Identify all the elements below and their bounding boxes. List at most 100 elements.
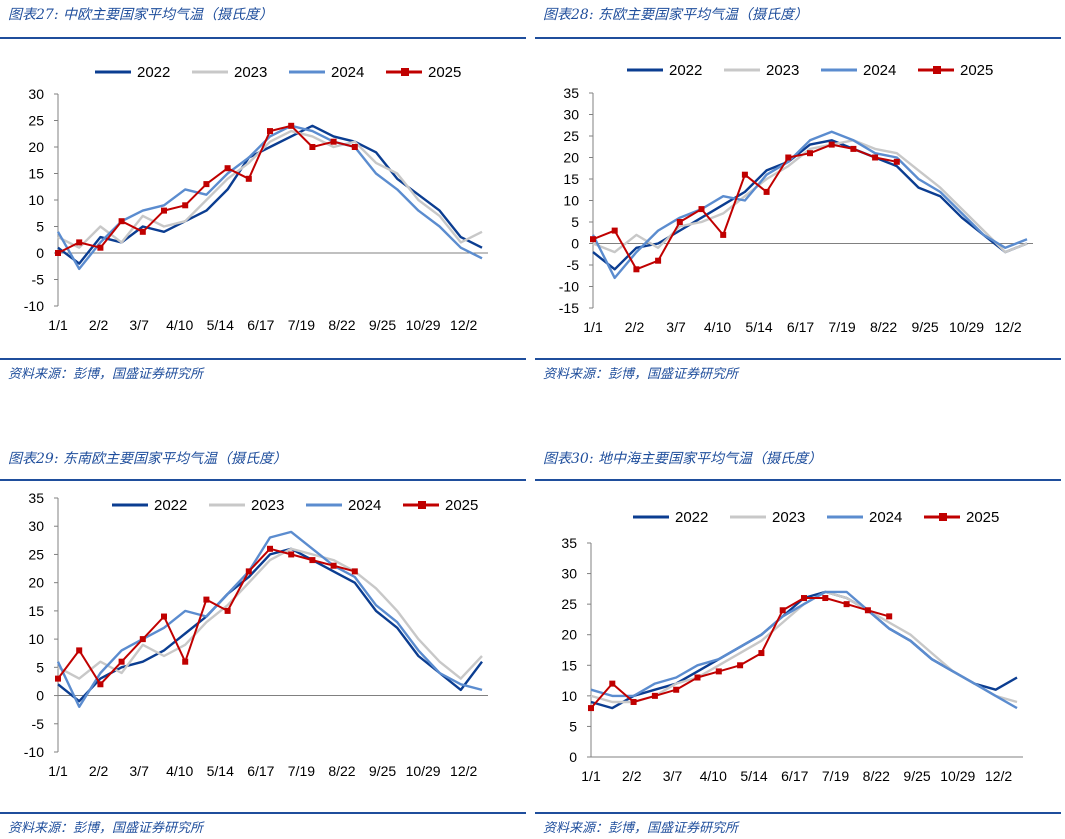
x-tick-label: 10/29 [406,763,441,779]
point-2025 [97,244,104,251]
y-tick-label: 20 [561,627,577,643]
panel-title: 图表30: 地中海主要国家平均气温（摄氏度） [543,451,822,467]
legend-marker-2025 [401,68,409,76]
point-2025 [203,596,210,603]
legend-label: 2022 [154,497,187,514]
x-tick-label: 4/10 [166,763,193,779]
point-2025 [850,145,857,152]
x-tick-label: 1/1 [48,763,68,779]
y-tick-label: 25 [28,546,44,562]
source-note: 资料来源：彭博，国盛证券研究所 [8,821,204,836]
point-2025 [97,681,104,688]
x-tick-label: 7/19 [288,317,315,333]
y-tick-label: 20 [28,575,44,591]
point-2025 [676,219,683,225]
x-tick-label: 3/7 [663,768,683,784]
x-tick-label: 2/2 [89,763,109,779]
series-line-2024 [56,124,483,271]
point-2025 [224,607,231,614]
y-tick-label: 15 [28,166,44,182]
y-tick-label: 5 [569,718,577,734]
x-tick-label: 8/22 [328,317,355,333]
point-2025 [118,658,125,665]
series-line-2023 [590,590,1018,704]
legend-label: 2024 [331,64,364,81]
source-divider [0,358,526,360]
y-tick-label: -10 [559,279,579,295]
x-tick-label: 1/1 [581,768,601,784]
point-2025 [309,144,316,150]
point-2025 [55,250,61,256]
x-tick-label: 10/29 [406,317,441,333]
point-2025 [118,218,125,225]
series-line-2023 [592,139,1028,254]
y-tick-label: -15 [559,300,579,316]
point-2025 [224,165,231,172]
point-2025 [828,141,835,148]
legend-label: 2024 [863,62,896,79]
y-tick-label: 0 [569,749,577,765]
point-2025 [864,607,871,614]
x-tick-label: 7/19 [288,763,315,779]
legend-label: 2023 [766,62,799,79]
point-2025 [182,658,189,665]
y-tick-label: 10 [28,631,44,647]
y-tick-label: 10 [28,192,44,208]
panel-mediterranean: 图表30: 地中海主要国家平均气温（摄氏度） 0 5 10 15 20 25 30 35 1/1… [535,445,1065,839]
title-divider [535,479,1061,481]
point-2025 [609,680,616,687]
x-tick-label: 4/10 [166,317,193,333]
point-2025 [694,674,701,681]
x-tick-label: 6/17 [787,319,814,335]
legend-label: 2022 [137,64,170,81]
point-2025 [55,675,61,682]
x-tick-label: 2/2 [625,319,645,335]
y-tick-label: 15 [561,657,577,673]
y-tick-label: -5 [32,272,45,288]
point-2025 [76,239,83,246]
point-2025 [611,227,618,234]
point-2025 [893,158,900,165]
x-tick-label: 1/1 [48,317,68,333]
point-2025 [673,686,680,693]
x-tick-label: 12/2 [985,768,1012,784]
legend-label: 2025 [428,64,461,81]
x-tick-label: 2/2 [89,317,109,333]
series-line-2023 [57,547,483,680]
y-tick-label: 15 [563,171,579,187]
y-tick-label: 10 [561,688,577,704]
y-tick-label: 5 [571,214,579,230]
y-tick-label: -5 [32,716,45,732]
y-tick-label: 30 [561,566,577,582]
y-tick-label: 20 [28,139,44,155]
point-2025 [351,144,358,150]
panel-southeast-europe: 图表29: 东南欧主要国家平均气温（摄氏度） -10 -5 0 5 10 15 20 25 30… [0,445,530,839]
x-tick-label: 12/2 [994,319,1021,335]
y-tick-label: 0 [36,245,44,261]
x-tick-label: 4/10 [700,768,727,784]
point-2025 [288,551,295,558]
point-2025 [267,545,273,552]
point-2025 [886,613,893,620]
panel-title: 图表29: 东南欧主要国家平均气温（摄氏度） [8,451,287,467]
point-2025 [351,568,358,575]
source-note: 资料来源：彭博，国盛证券研究所 [8,367,204,382]
title-divider [0,37,526,39]
series-line-2024 [56,530,483,709]
x-tick-label: 12/2 [450,317,477,333]
x-tick-label: 10/29 [940,768,975,784]
y-tick-label: 35 [563,85,579,101]
point-2025 [737,662,744,669]
y-tick-label: 35 [28,490,44,506]
y-tick-label: 10 [563,193,579,209]
legend-label: 2023 [234,64,267,81]
series-line-2022 [590,590,1018,710]
y-tick-label: 0 [571,236,579,252]
y-tick-label: 0 [36,688,44,704]
point-2025 [588,705,594,712]
legend-label: 2023 [772,509,805,526]
